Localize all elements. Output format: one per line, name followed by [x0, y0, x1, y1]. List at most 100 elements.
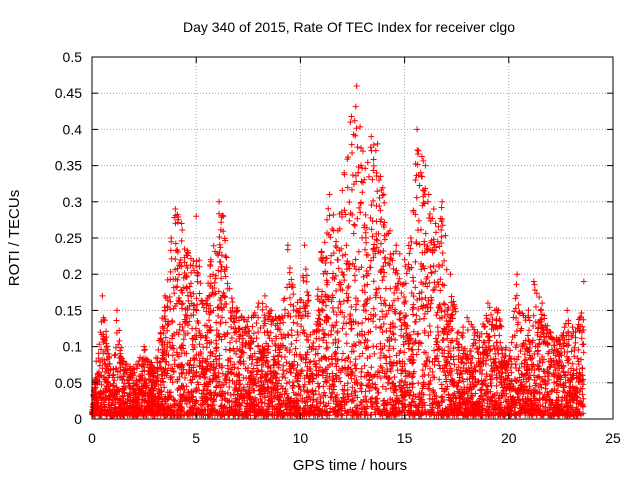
data-point — [479, 366, 486, 373]
data-point — [266, 335, 273, 342]
data-point — [294, 331, 301, 338]
data-point — [257, 396, 264, 403]
data-point — [229, 377, 236, 384]
data-point — [174, 276, 181, 283]
data-point — [525, 307, 532, 314]
data-point — [254, 304, 261, 311]
data-point — [443, 266, 450, 273]
data-point — [372, 147, 379, 154]
data-point — [217, 318, 224, 325]
data-point — [176, 294, 183, 301]
data-point — [439, 262, 446, 269]
data-point — [169, 342, 176, 349]
data-point — [378, 240, 385, 247]
data-point — [327, 234, 334, 241]
data-point — [339, 394, 346, 401]
data-point — [236, 347, 243, 353]
data-point — [150, 373, 157, 380]
data-point — [351, 221, 358, 228]
data-point — [278, 335, 285, 342]
data-point — [486, 346, 493, 353]
data-point — [460, 324, 467, 331]
data-point — [419, 153, 426, 160]
data-point — [371, 406, 378, 413]
data-point — [355, 169, 362, 176]
data-point — [369, 176, 376, 183]
data-point — [377, 363, 384, 370]
data-point — [104, 363, 111, 370]
data-point — [448, 368, 455, 375]
data-point — [353, 125, 360, 132]
data-point — [323, 339, 330, 346]
data-point — [226, 383, 233, 390]
data-point — [246, 354, 253, 361]
data-point — [540, 394, 547, 401]
data-point — [398, 370, 405, 377]
data-point — [349, 384, 356, 391]
data-point — [396, 316, 403, 323]
data-point — [407, 245, 414, 252]
data-point — [100, 336, 107, 343]
data-point — [334, 344, 341, 351]
data-point — [552, 352, 559, 359]
data-point — [374, 237, 381, 244]
data-point — [464, 327, 471, 334]
data-point — [370, 142, 377, 149]
data-point — [565, 336, 572, 343]
data-point — [99, 365, 106, 372]
data-point — [373, 244, 380, 251]
data-point — [354, 331, 361, 338]
data-point — [426, 385, 433, 392]
data-point — [415, 330, 422, 337]
data-point — [373, 230, 380, 237]
data-point — [436, 376, 443, 383]
data-point — [484, 352, 491, 359]
data-point — [537, 381, 544, 388]
data-point — [552, 366, 559, 373]
data-point — [333, 311, 340, 318]
data-point — [395, 280, 402, 287]
data-point — [370, 278, 377, 285]
data-point — [420, 187, 427, 194]
data-point — [348, 186, 355, 193]
data-point — [255, 367, 262, 374]
data-point — [167, 247, 174, 254]
data-point — [579, 341, 586, 348]
data-point — [524, 332, 531, 339]
data-point — [410, 328, 417, 335]
data-point — [425, 332, 432, 339]
grid — [92, 57, 613, 419]
data-point — [193, 295, 200, 302]
data-point — [335, 304, 342, 311]
data-point — [439, 249, 446, 256]
data-point — [253, 320, 260, 327]
data-point — [352, 306, 359, 313]
data-point — [414, 147, 421, 154]
data-point — [364, 281, 371, 288]
data-point — [412, 177, 419, 184]
data-point — [488, 382, 495, 389]
data-point — [542, 385, 549, 392]
data-point — [183, 400, 190, 407]
data-point — [397, 310, 404, 317]
data-point — [296, 309, 303, 316]
data-point — [333, 319, 340, 326]
data-point — [489, 316, 496, 323]
data-point — [363, 382, 370, 389]
data-point — [103, 328, 110, 335]
data-point — [281, 353, 288, 360]
data-point — [258, 399, 265, 406]
data-point — [428, 270, 435, 277]
data-point — [172, 240, 179, 247]
data-point — [357, 123, 364, 130]
data-point — [431, 347, 438, 354]
data-point — [230, 391, 237, 398]
data-point — [432, 335, 439, 342]
data-point — [428, 294, 435, 301]
data-point — [212, 275, 219, 282]
data-point — [269, 337, 276, 344]
data-point — [483, 312, 490, 319]
data-point — [218, 336, 225, 343]
data-point — [436, 362, 443, 369]
data-point — [171, 290, 178, 297]
